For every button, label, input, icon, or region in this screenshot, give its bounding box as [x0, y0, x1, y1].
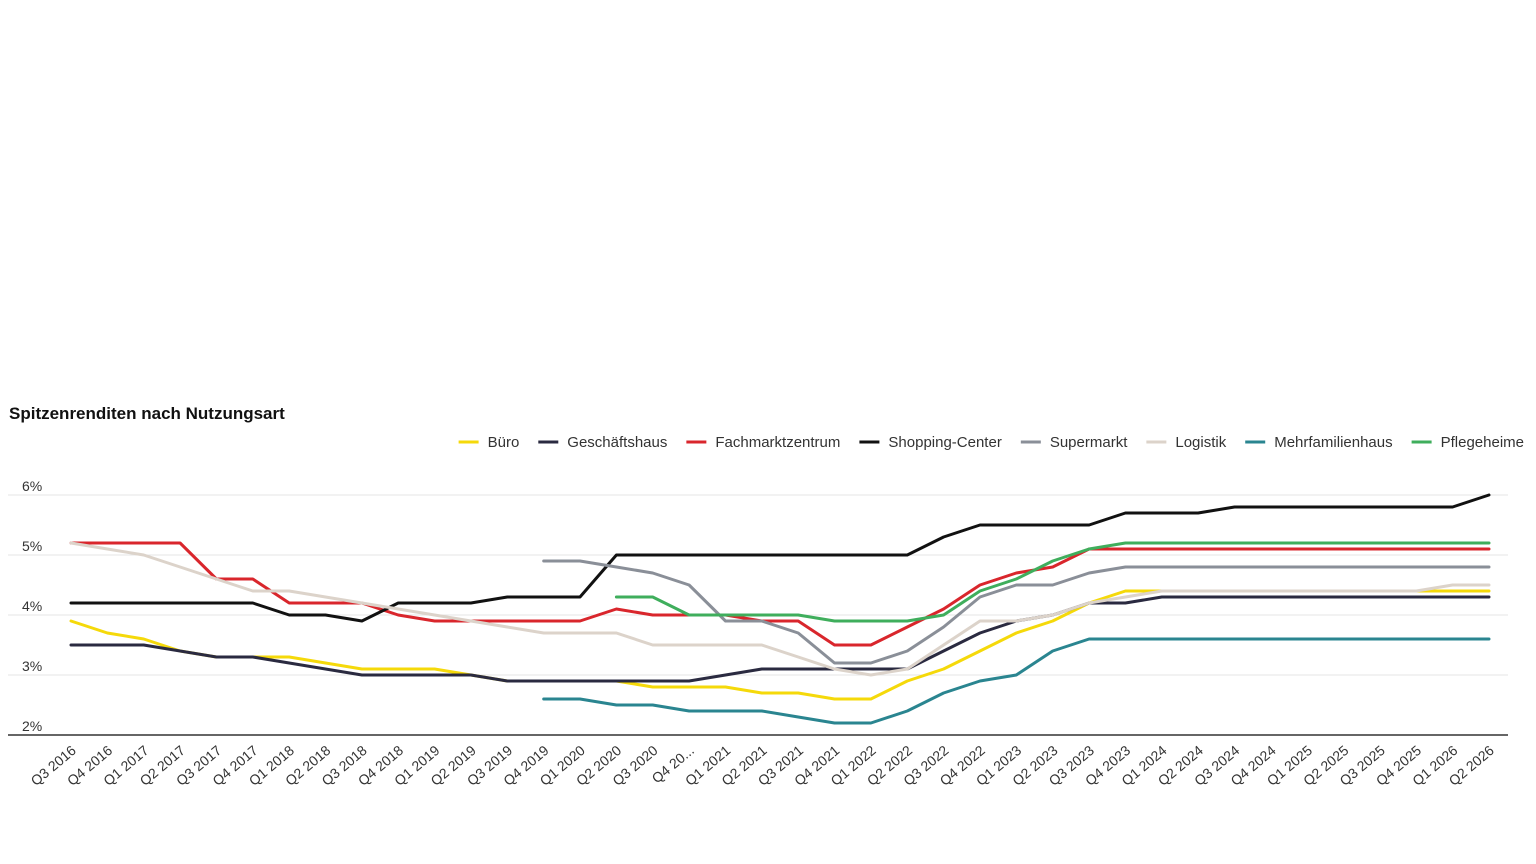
legend-label: Büro [488, 434, 520, 451]
legend-item-supermarkt[interactable]: Supermarkt [1020, 434, 1128, 451]
legend-item-logistik[interactable]: Logistik [1146, 434, 1227, 451]
legend-label: Supermarkt [1050, 434, 1128, 451]
series-line-shopping-center [69, 493, 1491, 623]
legend[interactable]: Büro Geschäftshaus Fachmarktzentrum Shoppin… [458, 434, 1524, 451]
series-line-logistik [69, 541, 1491, 677]
series-line-fachmarktzentrum [69, 541, 1491, 647]
series-lines [69, 493, 1491, 725]
legend-item-geschaeftshaus[interactable]: Geschäftshaus [538, 434, 667, 451]
legend-label: Pflegeheime [1441, 434, 1524, 451]
series-line-supermarkt [542, 559, 1491, 665]
series-line-mehrfamilienhaus [542, 637, 1491, 725]
legend-label: Fachmarktzentrum [715, 434, 840, 451]
legend-item-mehrfamilienhaus[interactable]: Mehrfamilienhaus [1245, 434, 1393, 451]
y-tick-label: 2% [22, 718, 42, 734]
y-tick-label: 3% [22, 658, 42, 674]
y-axis: 2% 3% 4% 5% 6% [22, 478, 42, 734]
legend-item-shopping-center[interactable]: Shopping-Center [859, 434, 1002, 451]
legend-item-buero[interactable]: Büro [458, 434, 520, 451]
series-line-buero [69, 589, 1491, 701]
y-tick-label: 4% [22, 598, 42, 614]
legend-item-fachmarktzentrum[interactable]: Fachmarktzentrum [686, 434, 840, 451]
y-tick-label: 5% [22, 538, 42, 554]
legend-item-pflegeheime[interactable]: Pflegeheime [1411, 434, 1524, 451]
chart-title: Spitzenrenditen nach Nutzungsart [9, 404, 285, 423]
legend-label: Mehrfamilienhaus [1274, 434, 1392, 451]
legend-label: Geschäftshaus [567, 434, 667, 451]
y-tick-label: 6% [22, 478, 42, 494]
legend-label: Logistik [1175, 434, 1226, 451]
series-line-geschaeftshaus [69, 595, 1491, 683]
legend-label: Shopping-Center [888, 434, 1001, 451]
series-line-pflegeheime [614, 541, 1491, 623]
